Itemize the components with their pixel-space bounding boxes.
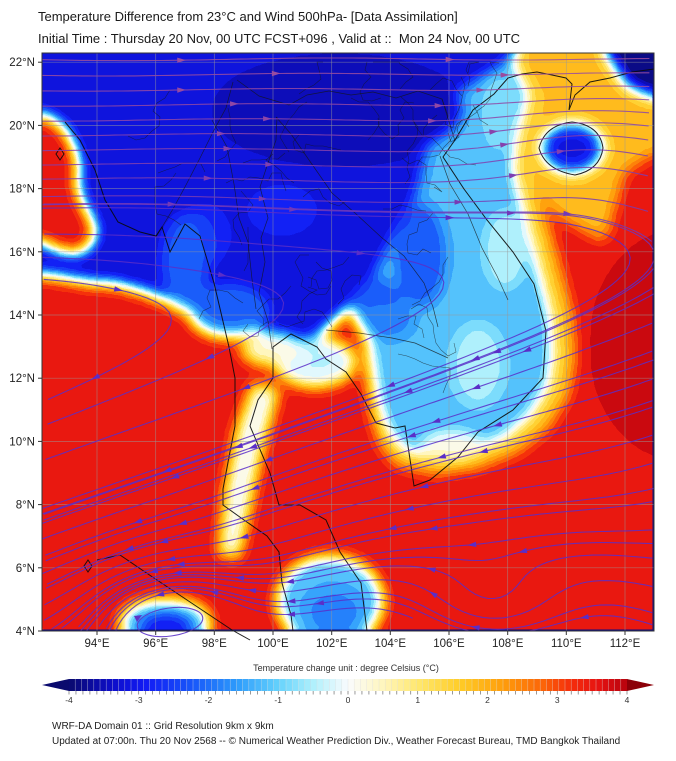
svg-text:4°N: 4°N	[16, 626, 35, 638]
svg-text:8°N: 8°N	[16, 500, 35, 512]
svg-text:Updated at 07:00n. Thu 20 Nov: Updated at 07:00n. Thu 20 Nov 2568 -- © …	[52, 736, 620, 747]
svg-text:104°E: 104°E	[375, 638, 407, 650]
svg-text:20°N: 20°N	[9, 120, 35, 132]
svg-text:Temperature Difference from 23: Temperature Difference from 23°C and Win…	[38, 9, 458, 24]
svg-text:1: 1	[415, 695, 420, 705]
svg-text:-3: -3	[135, 695, 143, 705]
svg-text:-2: -2	[205, 695, 213, 705]
svg-text:94°E: 94°E	[84, 638, 109, 650]
svg-text:Temperature change unit : degr: Temperature change unit : degree Celsius…	[253, 663, 439, 673]
svg-text:-4: -4	[65, 695, 73, 705]
svg-text:18°N: 18°N	[9, 184, 35, 196]
svg-text:96°E: 96°E	[143, 638, 168, 650]
svg-text:106°E: 106°E	[433, 638, 465, 650]
svg-text:-1: -1	[274, 695, 282, 705]
svg-text:6°N: 6°N	[16, 563, 35, 575]
svg-text:102°E: 102°E	[316, 638, 348, 650]
svg-text:3: 3	[555, 695, 560, 705]
svg-text:110°E: 110°E	[551, 638, 582, 650]
svg-text:0: 0	[346, 695, 351, 705]
svg-text:4: 4	[625, 695, 630, 705]
svg-text:100°E: 100°E	[257, 638, 289, 650]
svg-text:14°N: 14°N	[9, 310, 35, 322]
svg-text:12°N: 12°N	[9, 373, 35, 385]
svg-text:108°E: 108°E	[492, 638, 524, 650]
svg-text:Initial Time : Thursday 20 Nov: Initial Time : Thursday 20 Nov, 00 UTC F…	[38, 31, 520, 46]
svg-text:WRF-DA Domain 01 :: Grid Resol: WRF-DA Domain 01 :: Grid Resolution 9km …	[52, 721, 274, 732]
svg-text:98°E: 98°E	[202, 638, 227, 650]
svg-text:112°E: 112°E	[610, 638, 641, 650]
svg-text:10°N: 10°N	[9, 436, 35, 448]
svg-text:22°N: 22°N	[9, 57, 35, 69]
svg-text:16°N: 16°N	[9, 247, 35, 259]
svg-text:2: 2	[485, 695, 490, 705]
